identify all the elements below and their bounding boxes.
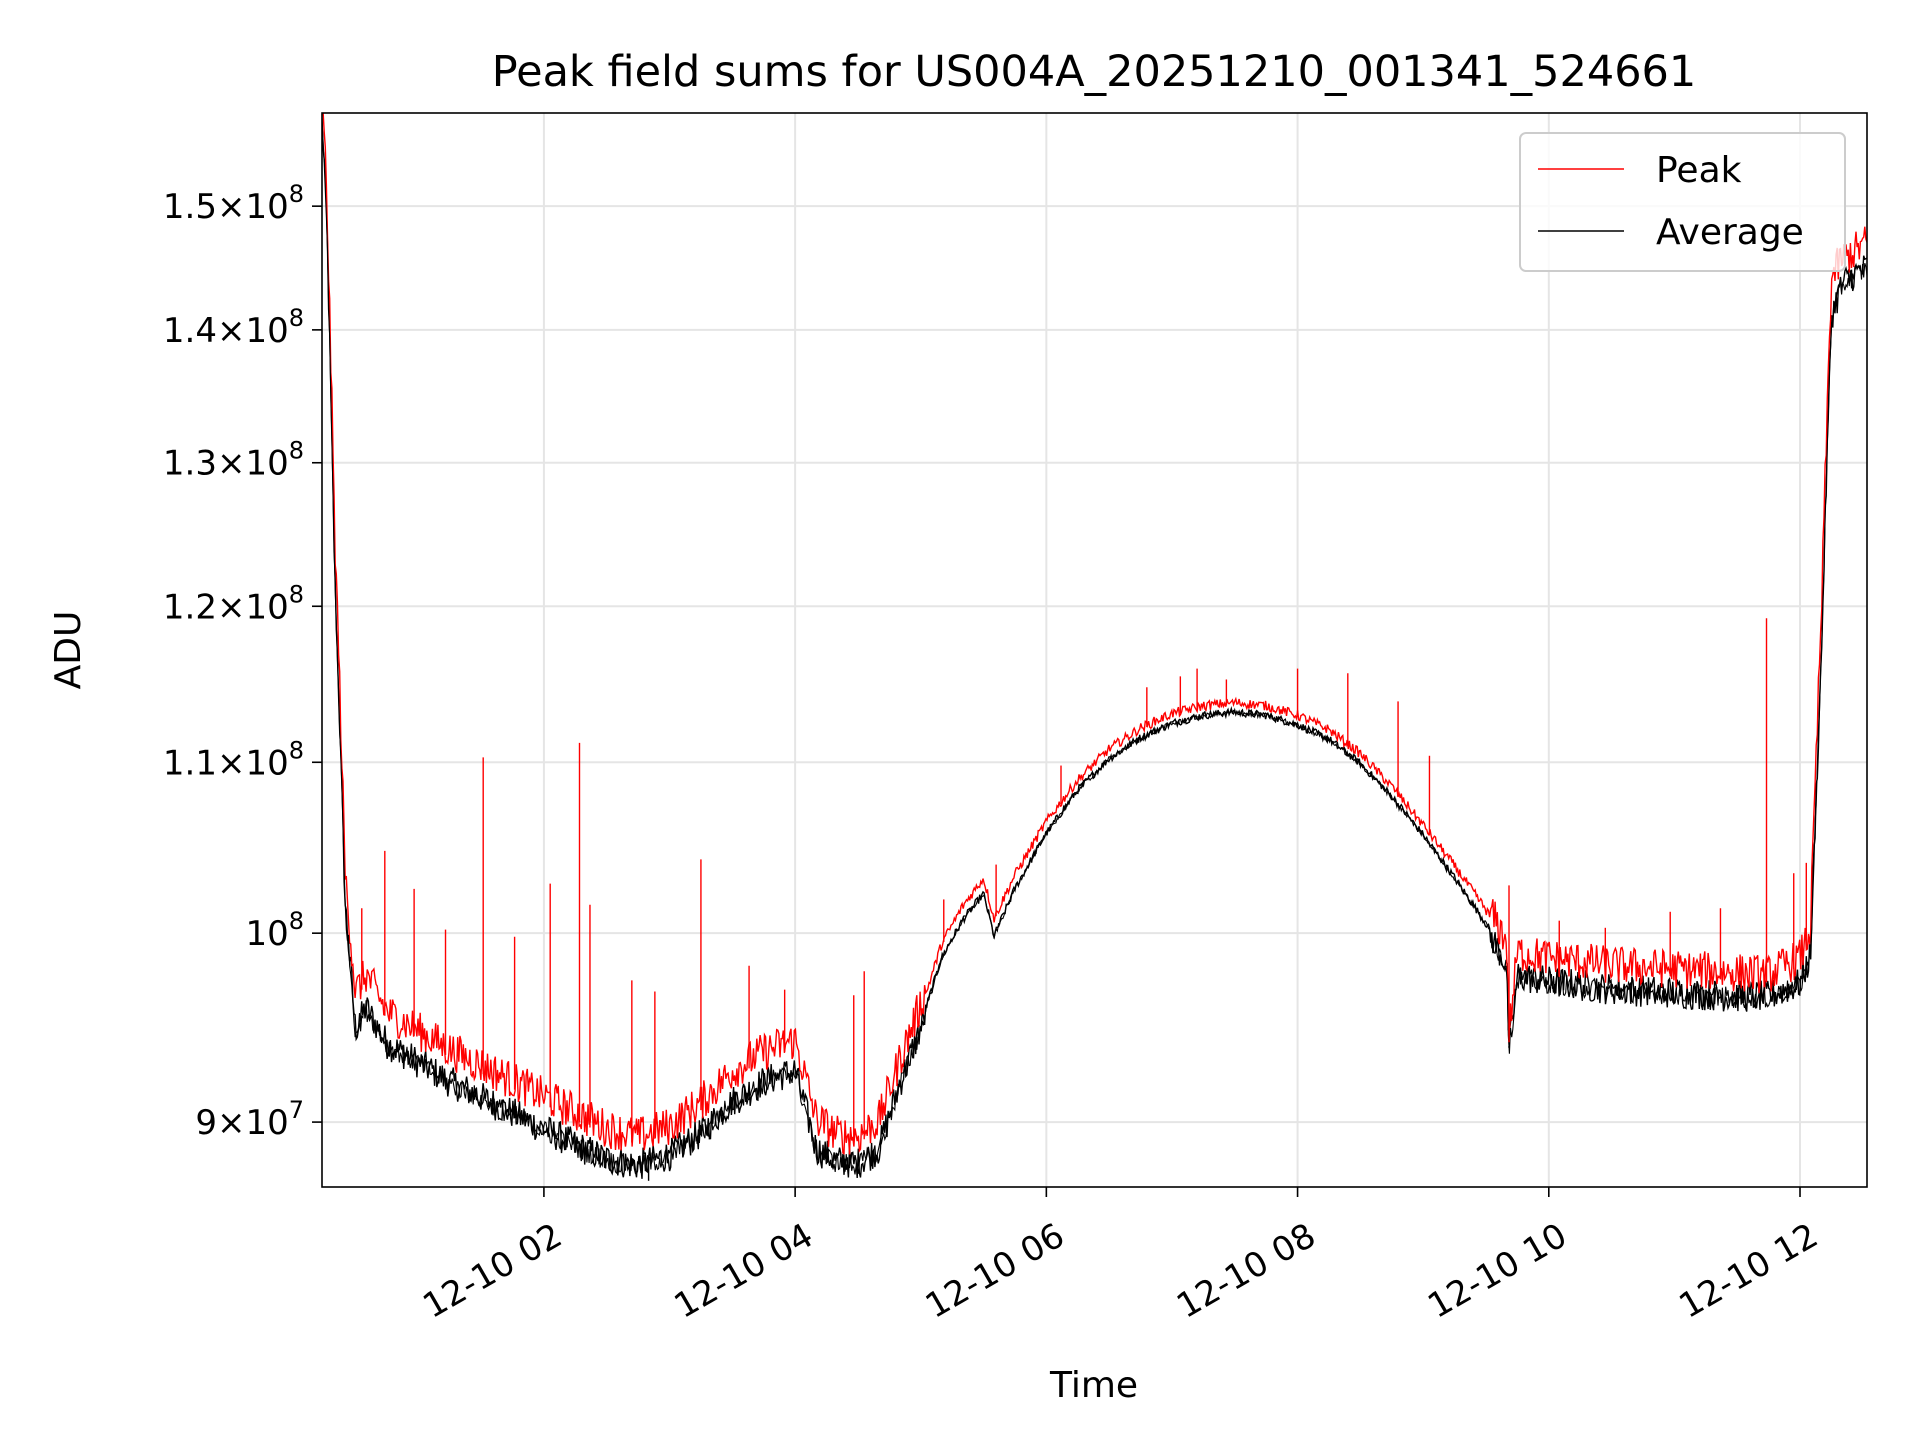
axes-frame (321, 112, 1868, 1188)
legend: Peak Average (1519, 132, 1846, 272)
y-axis-label: ADU (48, 611, 89, 690)
y-tick-label: 1.5×108 (163, 180, 304, 227)
series-peak-line (322, 113, 1867, 1156)
legend-label-average: Average (1656, 212, 1804, 253)
y-tick-label: 108 (245, 907, 304, 954)
y-tick-label: 1.4×108 (163, 304, 304, 351)
series-average-line-overlay (322, 122, 1867, 1175)
plot-area (322, 113, 1867, 1181)
y-tick-label: 1.3×108 (163, 437, 304, 484)
y-tick-label: 1.2×108 (163, 580, 304, 627)
legend-box (1519, 132, 1846, 272)
x-axis-label: Time (1049, 1365, 1138, 1406)
chart-title: Peak field sums for US004A_20251210_0013… (492, 47, 1697, 97)
legend-label-peak: Peak (1656, 150, 1742, 191)
series-layer (322, 113, 1867, 1181)
y-tick-label: 1.1×108 (163, 736, 304, 783)
y-tick-label: 9×107 (195, 1096, 304, 1143)
